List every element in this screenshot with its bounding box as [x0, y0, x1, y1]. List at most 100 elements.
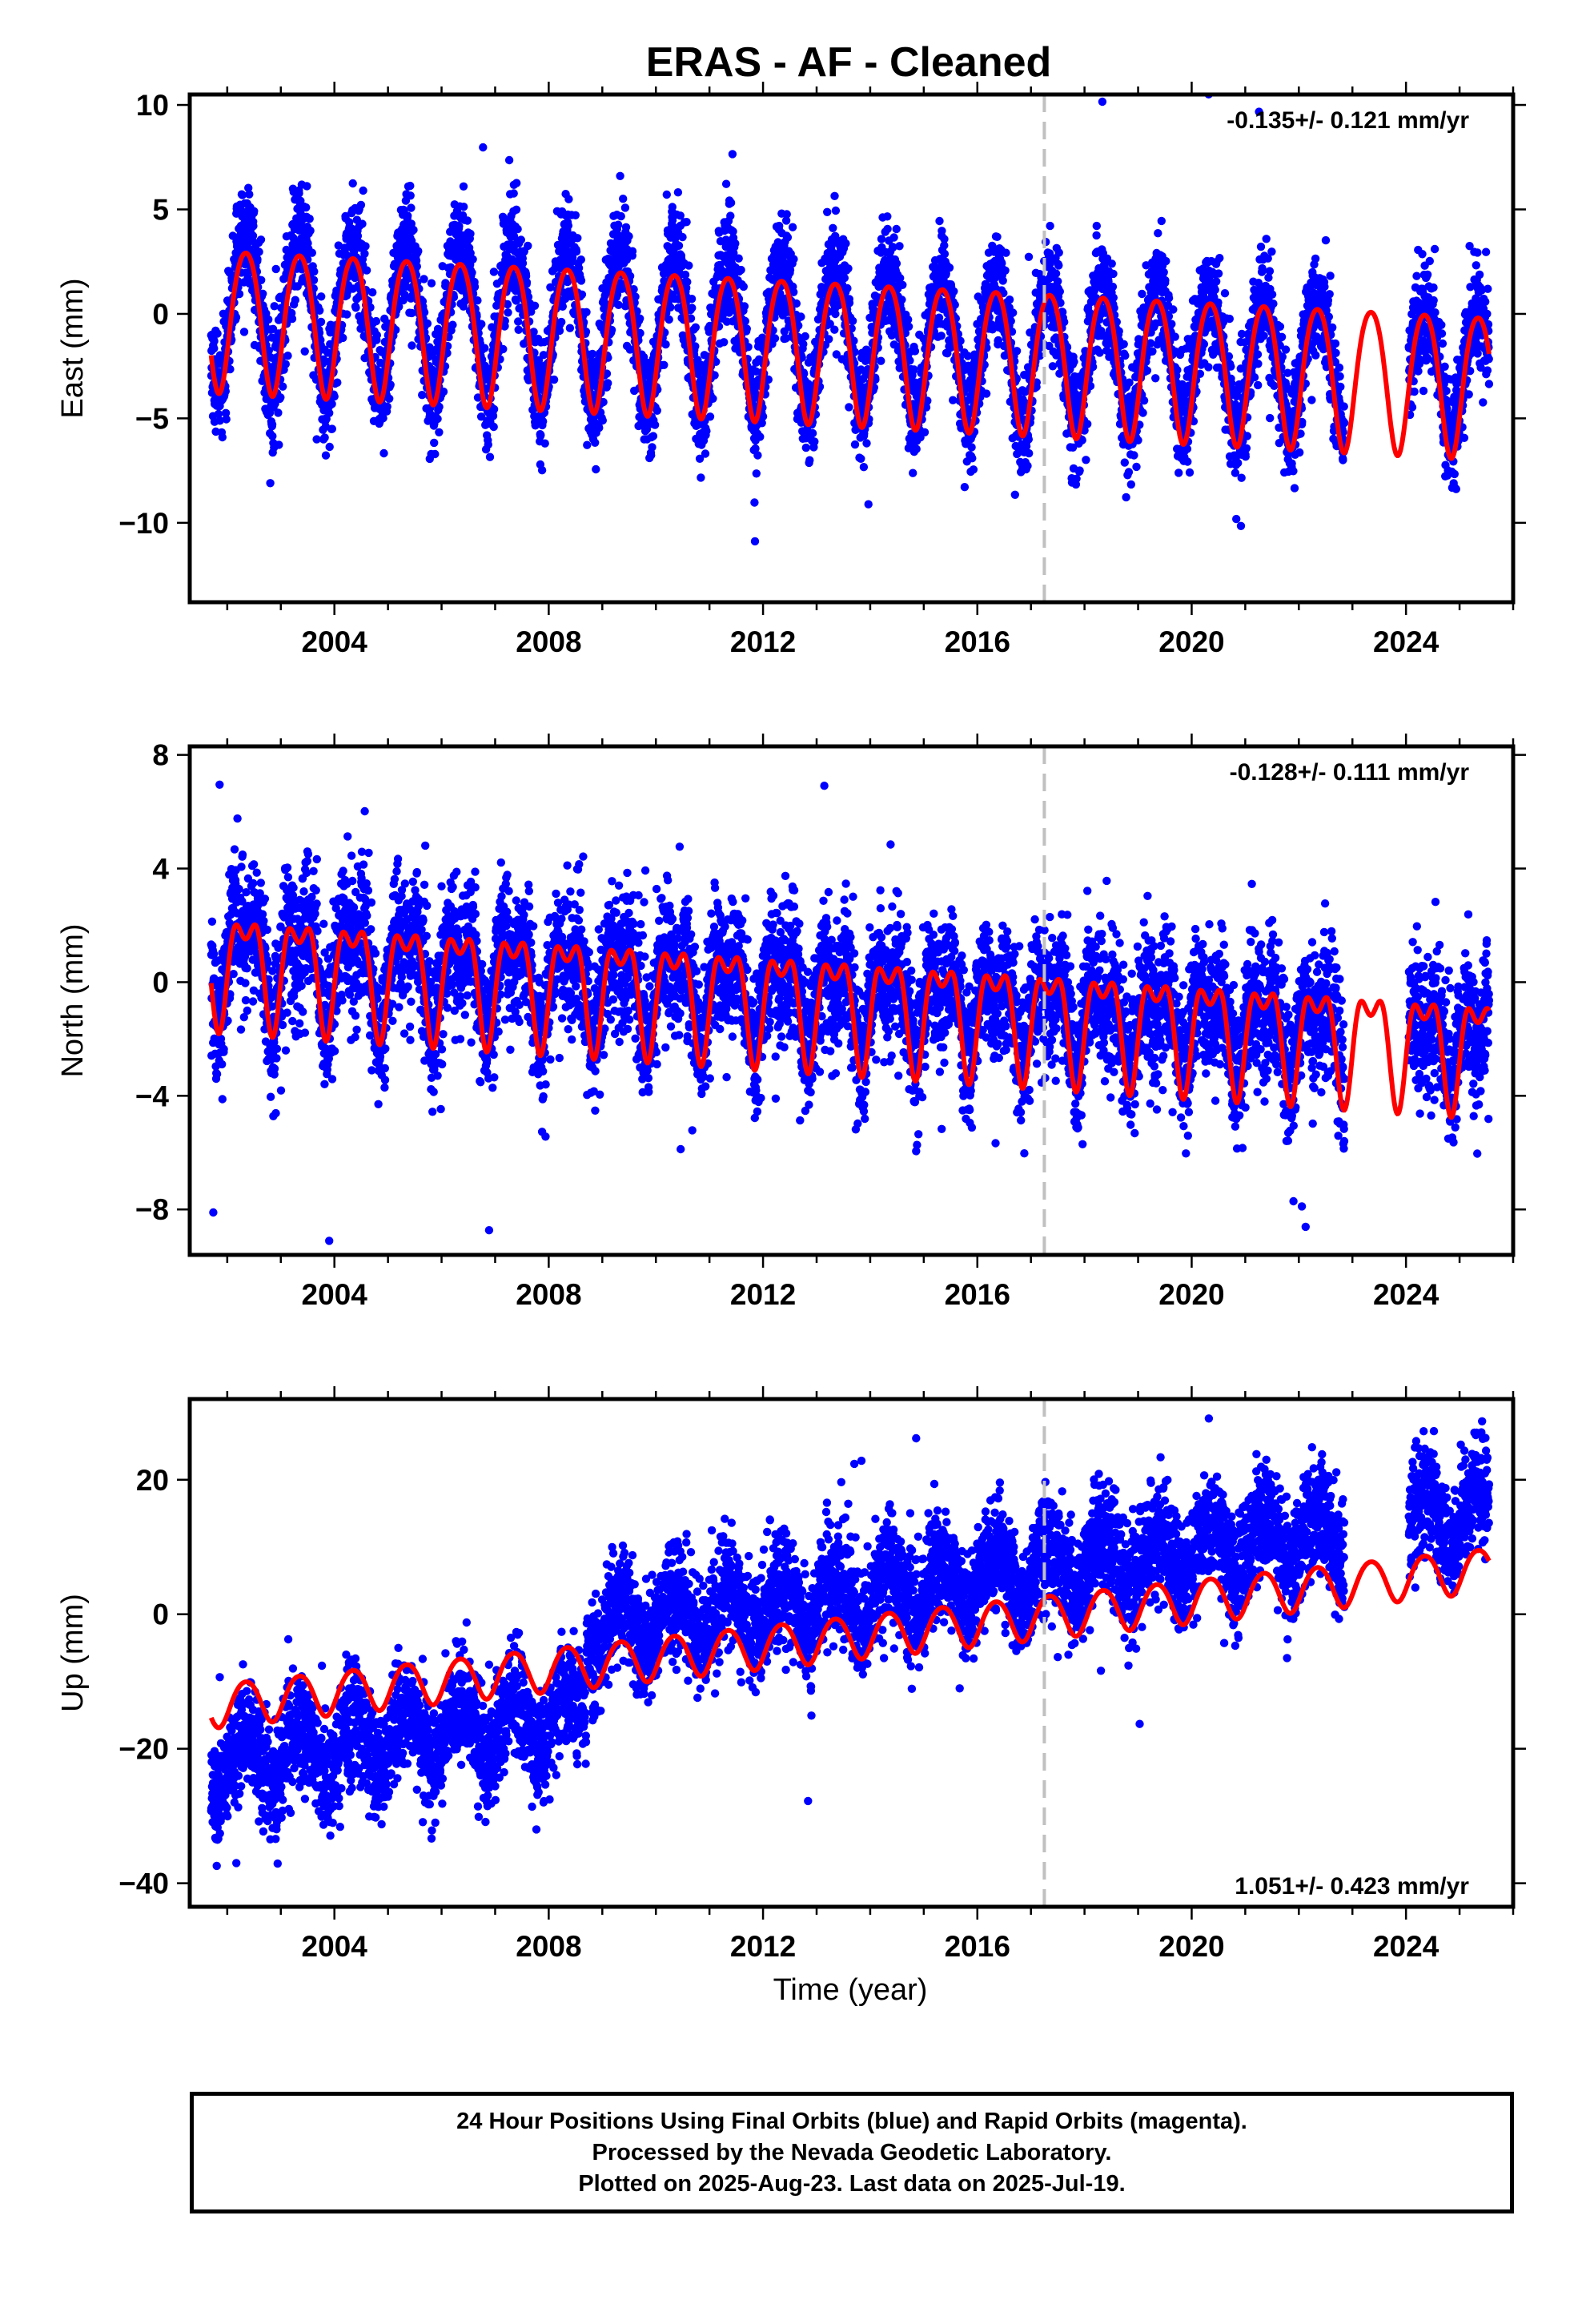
- data-point: [327, 424, 336, 433]
- data-point: [967, 443, 976, 452]
- data-point: [513, 224, 522, 234]
- data-point: [325, 408, 334, 417]
- data-point: [895, 242, 904, 251]
- data-point: [904, 322, 913, 331]
- data-point: [485, 452, 495, 461]
- data-point: [960, 483, 970, 492]
- data-point: [737, 265, 745, 275]
- data-point: [810, 437, 819, 446]
- data-point: [264, 315, 273, 324]
- data-point: [938, 227, 946, 235]
- data-point: [883, 224, 892, 234]
- data-point: [221, 408, 231, 417]
- data-point: [361, 242, 370, 251]
- data-point: [210, 344, 219, 353]
- data-point: [267, 420, 277, 429]
- data-point: [213, 329, 222, 338]
- data-point: [1083, 420, 1092, 428]
- data-point: [339, 333, 347, 343]
- data-point: [404, 211, 412, 220]
- data-point: [343, 310, 351, 319]
- data-point: [360, 249, 369, 258]
- data-point: [678, 232, 687, 242]
- data-point: [466, 229, 475, 239]
- data-point: [756, 432, 765, 441]
- data-point: [616, 171, 624, 180]
- data-point: [576, 276, 586, 285]
- data-point: [825, 335, 833, 344]
- data-point: [619, 195, 628, 203]
- data-point: [1054, 277, 1062, 286]
- data-point: [295, 189, 303, 198]
- data-point: [530, 301, 540, 310]
- data-point: [687, 295, 697, 304]
- data-point: [307, 248, 316, 257]
- data-point: [1009, 308, 1018, 317]
- data-point: [841, 239, 850, 248]
- data-point: [1054, 261, 1063, 270]
- data-point: [1082, 456, 1090, 464]
- data-point: [968, 454, 977, 463]
- data-point: [383, 402, 391, 411]
- data-point: [843, 283, 852, 293]
- data-point: [702, 427, 711, 436]
- data-point: [831, 206, 841, 215]
- data-point: [1092, 231, 1101, 240]
- data-point: [883, 212, 892, 221]
- data-point: [859, 463, 869, 472]
- data-point: [797, 312, 805, 321]
- data-point: [889, 233, 898, 242]
- data-point: [650, 420, 660, 429]
- data-point: [862, 439, 871, 448]
- data-point: [935, 216, 944, 226]
- data-point: [857, 454, 865, 463]
- data-point: [937, 332, 946, 340]
- data-point: [910, 347, 920, 356]
- data-point: [479, 143, 488, 152]
- data-point: [358, 219, 367, 228]
- data-point: [448, 320, 457, 329]
- data-point: [455, 222, 464, 231]
- data-point: [783, 233, 793, 242]
- data-point: [509, 189, 518, 198]
- data-point: [245, 190, 254, 199]
- data-point: [524, 241, 532, 251]
- data-point: [320, 433, 329, 442]
- data-point: [681, 270, 690, 279]
- data-point: [614, 220, 623, 229]
- data-point: [591, 438, 600, 447]
- data-point: [210, 336, 219, 346]
- data-point: [705, 412, 715, 421]
- data-point: [1055, 287, 1065, 296]
- data-point: [248, 231, 258, 240]
- data-point: [897, 296, 906, 304]
- data-point: [950, 287, 958, 296]
- data-point: [726, 199, 736, 207]
- data-point: [734, 254, 743, 263]
- data-point: [1051, 269, 1061, 278]
- data-point: [770, 334, 780, 343]
- data-point: [372, 331, 381, 340]
- data-point: [310, 267, 319, 276]
- data-point: [648, 443, 656, 452]
- data-point: [564, 195, 573, 203]
- data-point: [668, 203, 677, 211]
- data-point: [598, 416, 607, 425]
- data-point: [628, 247, 637, 255]
- data-point: [539, 417, 548, 426]
- data-point: [325, 442, 334, 452]
- data-point: [830, 325, 839, 334]
- data-point: [435, 428, 444, 436]
- data-point: [253, 255, 262, 263]
- data-point: [499, 344, 508, 354]
- data-point: [266, 479, 275, 488]
- data-point: [459, 182, 468, 191]
- data-point: [316, 317, 326, 327]
- data-point: [782, 210, 791, 219]
- data-point: [898, 280, 907, 289]
- data-point: [468, 268, 476, 277]
- data-point: [270, 302, 279, 311]
- data-point: [309, 275, 319, 284]
- data-point: [848, 316, 857, 325]
- data-point: [892, 224, 901, 234]
